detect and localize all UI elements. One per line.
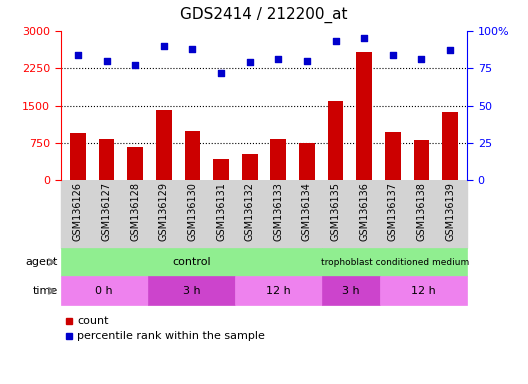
Point bbox=[332, 38, 340, 44]
Bar bbox=[70, 133, 86, 180]
Text: control: control bbox=[172, 257, 211, 267]
Point bbox=[131, 62, 139, 68]
Text: percentile rank within the sample: percentile rank within the sample bbox=[77, 331, 265, 341]
Bar bbox=[299, 143, 315, 180]
Point bbox=[102, 58, 111, 64]
Bar bbox=[213, 159, 229, 180]
Text: 0 h: 0 h bbox=[96, 286, 113, 296]
Text: 3 h: 3 h bbox=[183, 286, 200, 296]
Bar bbox=[270, 139, 286, 180]
Point bbox=[159, 43, 168, 49]
Point bbox=[446, 47, 454, 53]
Point bbox=[389, 51, 397, 58]
Point bbox=[188, 46, 196, 52]
Bar bbox=[127, 147, 143, 180]
Text: 3 h: 3 h bbox=[342, 286, 360, 296]
Bar bbox=[413, 140, 429, 180]
Bar bbox=[385, 132, 401, 180]
Bar bbox=[356, 52, 372, 180]
Bar bbox=[156, 109, 172, 180]
Bar bbox=[328, 101, 343, 180]
Point bbox=[246, 59, 254, 65]
Text: 12 h: 12 h bbox=[411, 286, 436, 296]
Text: count: count bbox=[77, 316, 108, 326]
Text: GDS2414 / 212200_at: GDS2414 / 212200_at bbox=[180, 7, 348, 23]
Bar bbox=[99, 139, 115, 180]
Point bbox=[303, 58, 311, 64]
Text: trophoblast conditioned medium: trophoblast conditioned medium bbox=[320, 258, 469, 266]
Point bbox=[360, 35, 369, 41]
Point bbox=[274, 56, 282, 62]
Text: agent: agent bbox=[26, 257, 58, 267]
Text: 12 h: 12 h bbox=[266, 286, 291, 296]
Point bbox=[417, 56, 426, 62]
Bar bbox=[242, 154, 258, 180]
Point bbox=[74, 51, 82, 58]
Bar bbox=[442, 112, 458, 180]
Point bbox=[217, 70, 225, 76]
Bar bbox=[185, 131, 200, 180]
Text: time: time bbox=[33, 286, 58, 296]
